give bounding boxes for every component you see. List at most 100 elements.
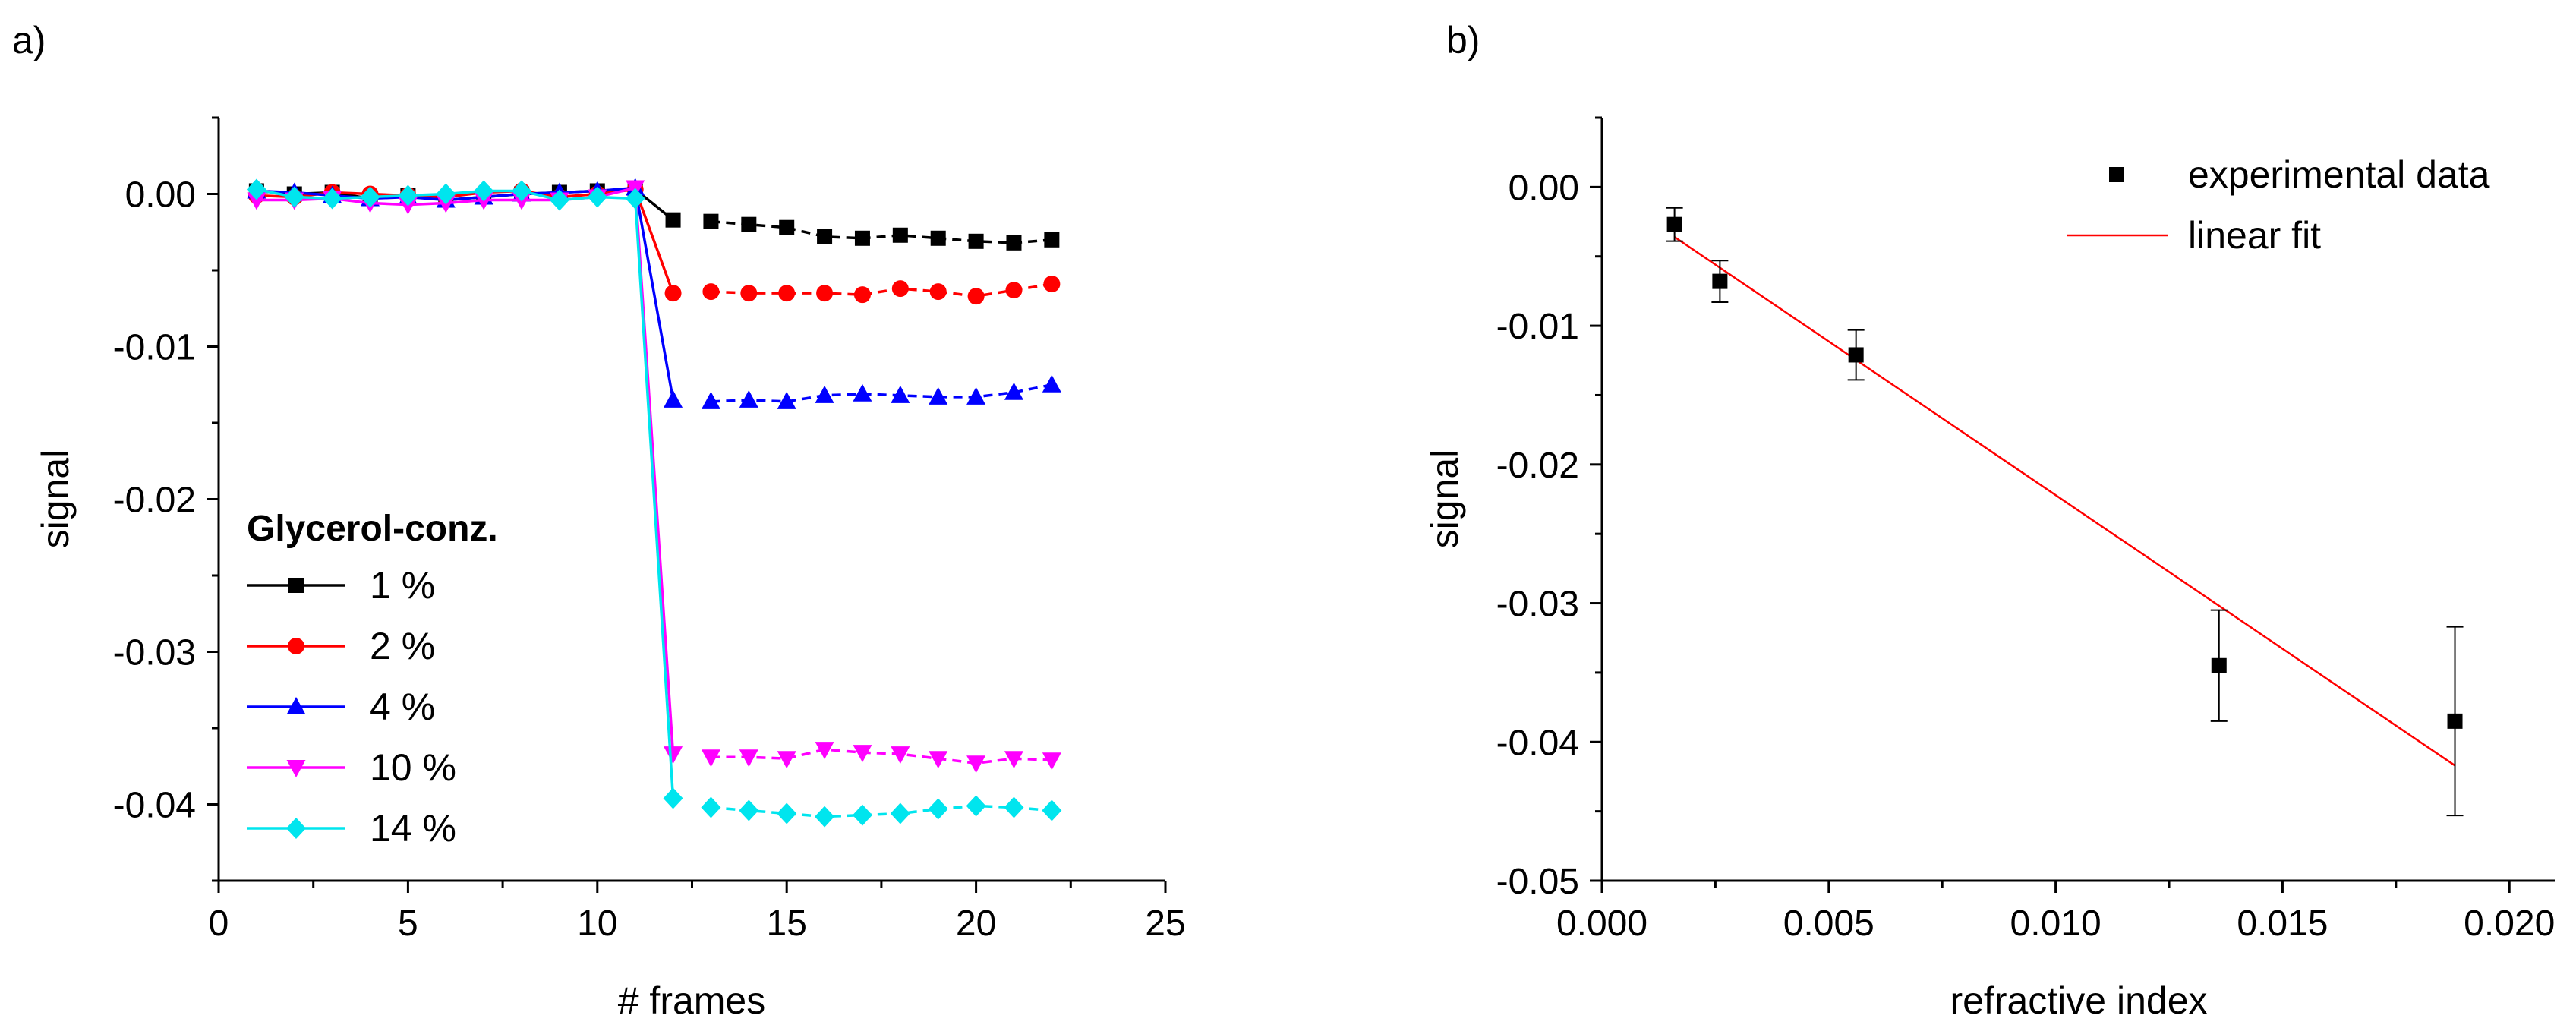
data-point [739,389,758,408]
experimental-point [2210,609,2228,722]
data-point [1666,216,1682,232]
data-point [853,383,872,402]
series-14pct [246,178,1062,828]
legend-item: 10 % [247,746,456,789]
series-line-dashed [711,383,1052,403]
data-point [512,180,532,202]
legend-label: 1 % [370,564,435,607]
data-point [2447,713,2463,729]
data-point [1042,799,1062,821]
data-point [966,386,986,405]
series-line [256,186,675,755]
data-point [436,183,456,205]
x-tick-label: 25 [1145,903,1185,944]
data-point [701,796,721,818]
data-point [1004,796,1024,818]
data-point [664,285,682,302]
chart-b-series [1666,207,2464,817]
linear-fit-line [1673,236,2456,767]
data-point [966,755,986,774]
series-line-dashed [711,804,1052,818]
y-tick-label: 0.00 [125,175,196,216]
data-point [360,186,380,208]
data-point [625,188,645,210]
experimental-point [1711,260,1729,304]
data-point [398,184,418,207]
data-point [777,802,797,824]
chart-b-legend: experimental data linear fit [2067,153,2490,257]
chart-a-axes [217,118,1165,882]
legend-item: linear fit [2067,214,2321,257]
panel-b-label: b) [1446,19,1480,61]
legend-item: 4 % [247,686,435,728]
legend-label: 10 % [370,746,456,789]
y-tick-label: -0.01 [1496,307,1579,347]
chart-a: 0 5 10 15 20 25 0.00 -0.01 -0.02 -0.03 -0.04 # fra… [34,116,1186,1022]
x-tick-label: 0.000 [1556,903,1647,944]
chart-b: 0.000 0.005 0.010 0.015 0.020 0.00 -0.01 -0.02 -… [1424,116,2555,1022]
data-point [817,229,833,244]
legend-marker [286,760,306,777]
legend-item: experimental data [2109,153,2490,196]
data-point [1042,374,1061,393]
data-point [778,285,796,302]
legend-label: 14 % [370,807,456,850]
legend-marker [288,638,304,654]
data-point [815,385,834,403]
experimental-point [1666,207,1683,242]
x-tick-label: 5 [398,903,418,944]
chart-b-x-label: refractive index [1950,979,2207,1022]
data-point [968,233,984,249]
data-point [816,285,834,302]
data-point [703,213,719,229]
data-point [929,751,948,769]
experimental-point [2446,626,2464,817]
data-point [664,389,683,408]
chart-b-ticks [1590,116,2511,893]
chart-a-ticks [207,116,1167,893]
data-point [740,285,758,302]
data-point [892,227,908,243]
data-point [930,230,946,246]
data-point [663,787,683,809]
data-point [1005,282,1023,299]
data-point [322,188,342,210]
data-point [2211,657,2227,673]
experimental-point [1847,329,1865,381]
data-point [891,280,909,298]
chart-a-series [246,178,1062,828]
data-point [779,219,795,235]
data-point [741,216,757,232]
chart-a-y-label: signal [34,449,77,549]
x-tick-label: 0.010 [2010,903,2101,944]
chart-a-legend: Glycerol-conz. 1 % 2 % 4 % 10 % 14 % [247,509,498,850]
data-point [549,189,569,211]
x-tick-label: 10 [577,903,617,944]
data-point [664,746,683,765]
data-point [1848,347,1864,363]
legend-label: experimental data [2188,153,2490,196]
data-point [929,386,948,405]
data-point [777,751,796,769]
data-point [701,749,720,768]
series-line [256,188,675,294]
y-tick-label: 0.00 [1509,168,1579,208]
data-point [1004,382,1023,400]
legend-marker [2109,167,2124,182]
x-tick-label: 20 [956,903,996,944]
data-point [665,212,681,228]
data-point [1042,752,1061,771]
y-tick-label: -0.03 [1496,585,1579,625]
data-point [247,192,266,210]
data-point [929,283,947,301]
y-tick-label: -0.02 [113,481,196,521]
chart-a-legend-title: Glycerol-conz. [247,509,498,549]
data-point [815,806,835,828]
data-point [739,799,759,821]
y-tick-label: -0.04 [1496,723,1579,763]
x-tick-label: 0.020 [2464,903,2555,944]
data-point [1043,276,1061,293]
legend-marker [288,578,304,593]
data-point [1004,751,1023,769]
